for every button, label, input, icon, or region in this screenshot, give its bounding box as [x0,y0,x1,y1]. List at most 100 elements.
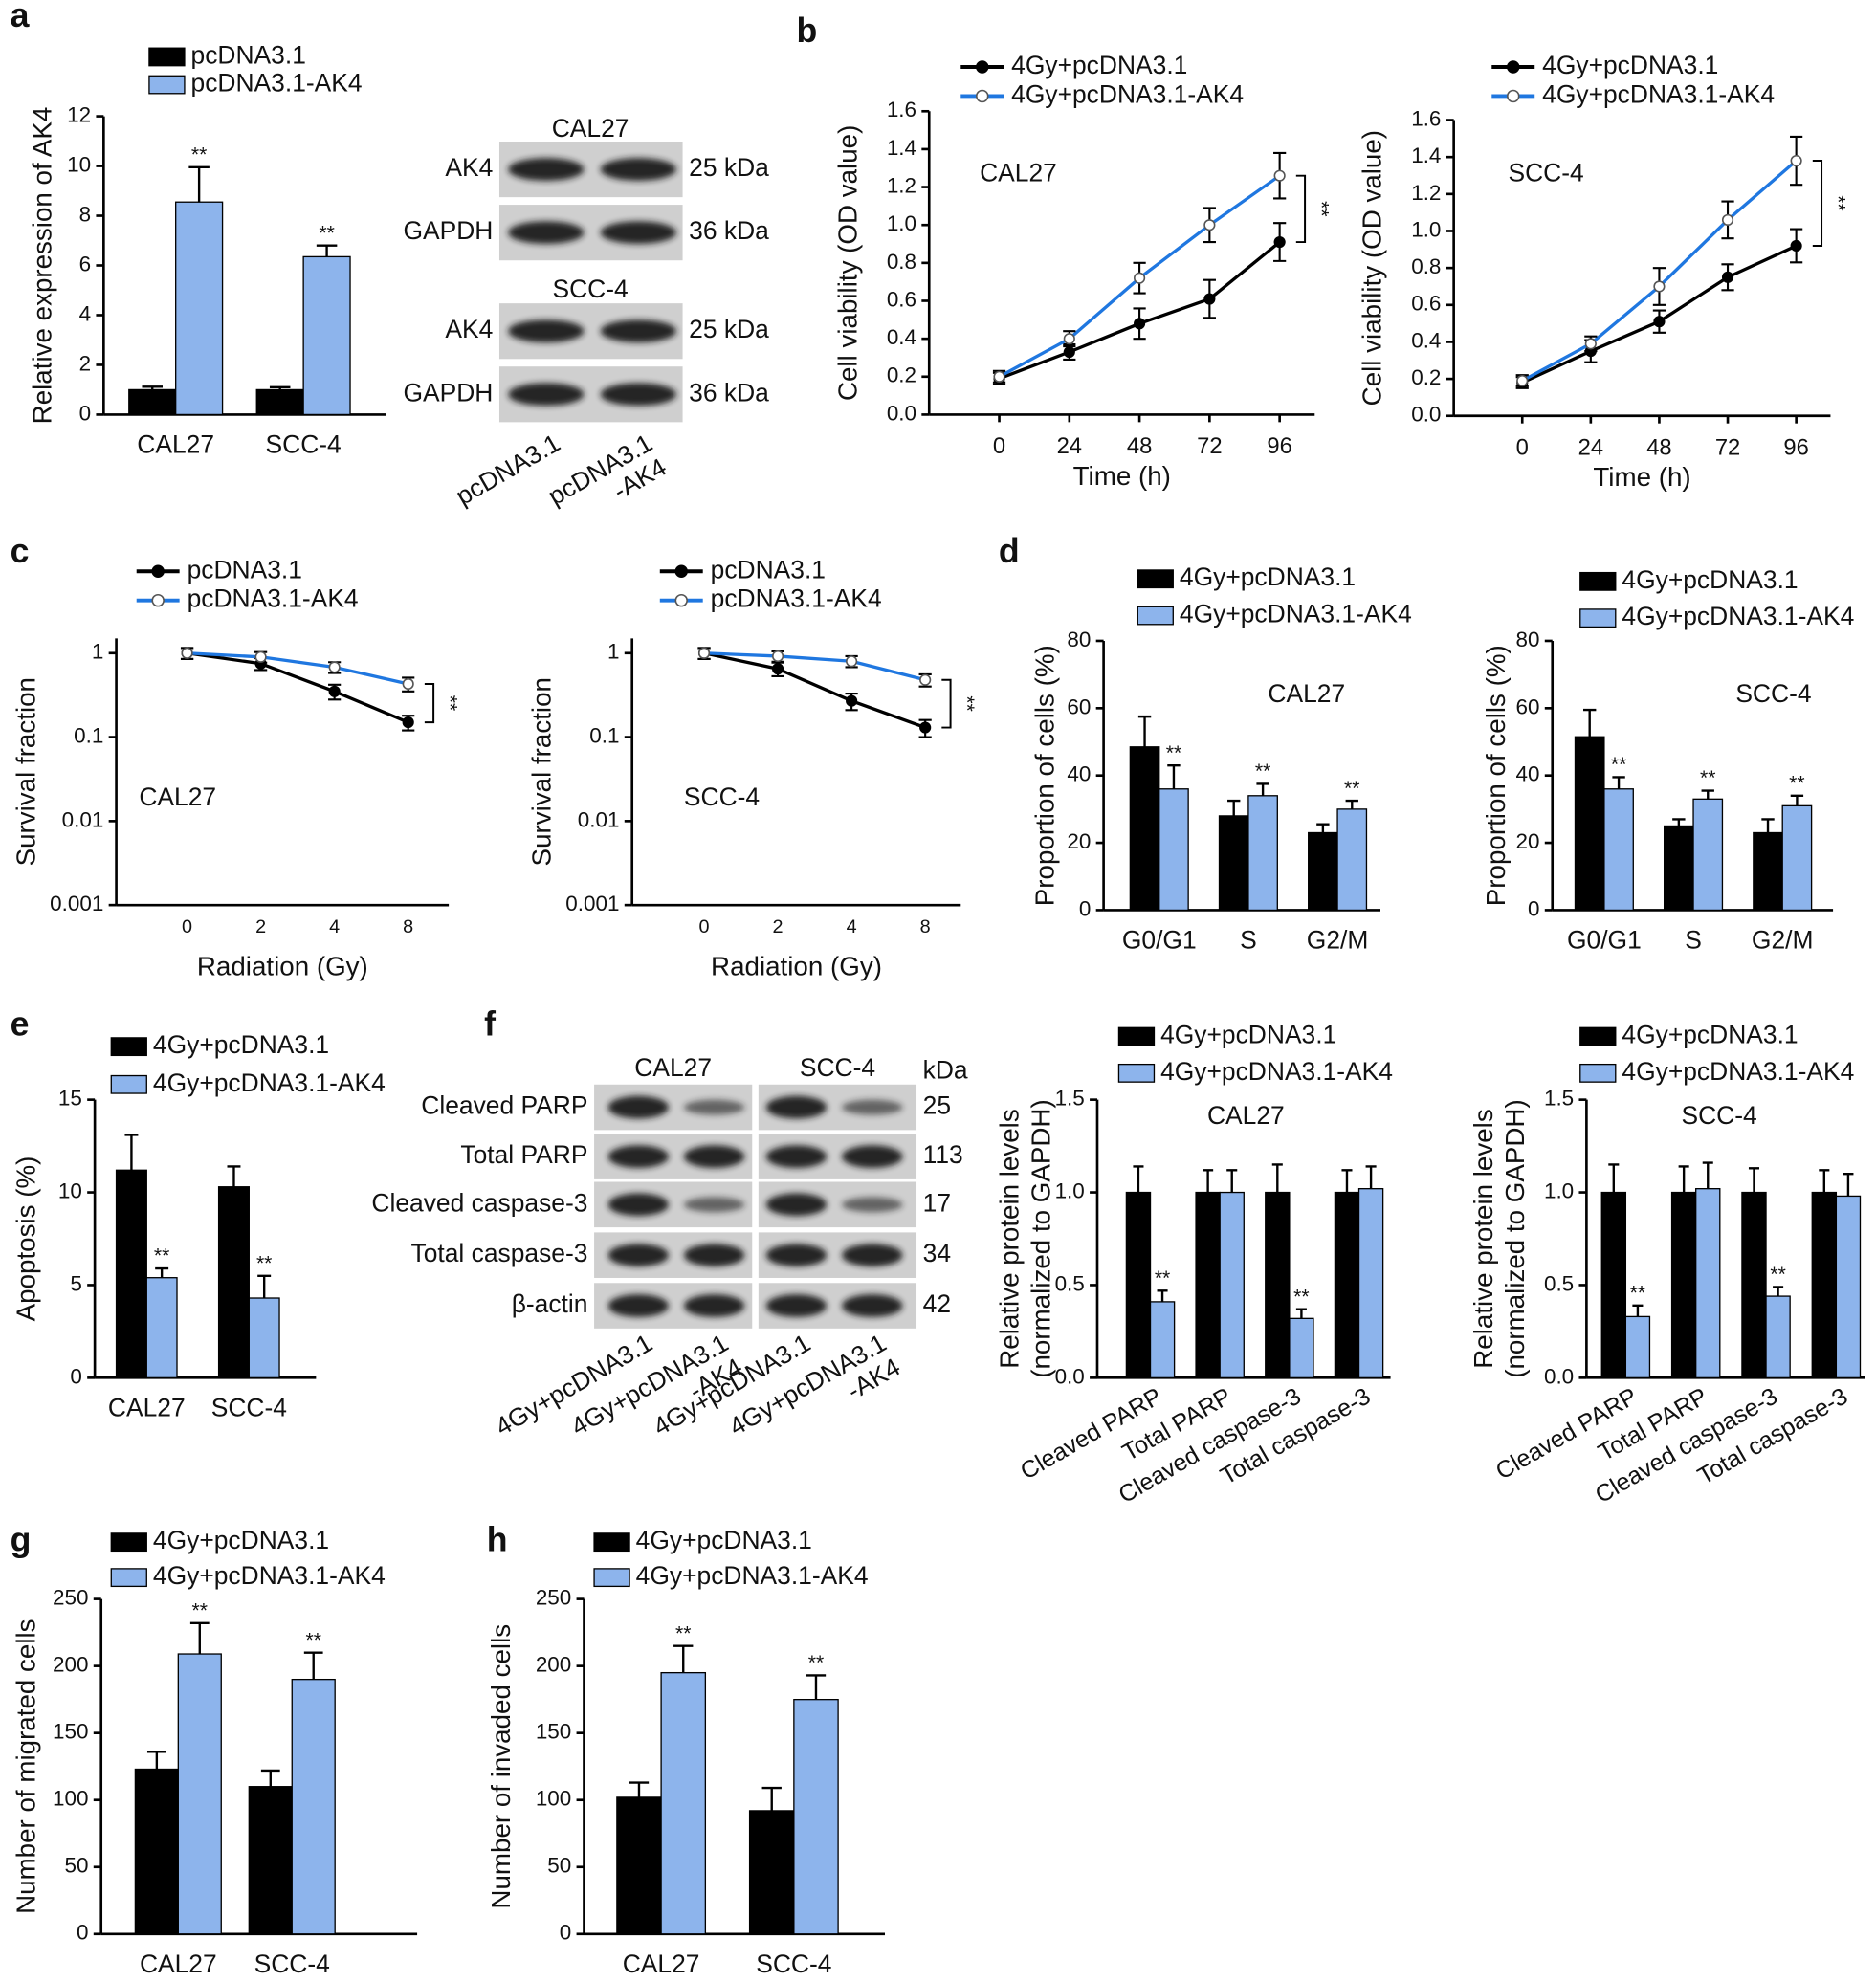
legend-swatch [1117,1063,1156,1083]
y-tick-label: 0.1 [589,724,619,748]
y-tick-label: 0.6 [887,287,916,311]
error-bar [1295,1308,1307,1319]
error-bar [124,1134,139,1171]
bar [1265,1191,1291,1379]
y-tick-label: 0.01 [62,807,104,831]
panel-label: e [11,1004,30,1043]
error-bar [1702,1161,1713,1189]
blot-kda: 25 kDa [689,153,769,182]
error-bar [1256,782,1269,796]
y-tick-label: 1.0 [1544,1178,1574,1202]
significance-label: ** [1700,767,1715,789]
blot-band [607,1244,670,1267]
legend-swatch [593,1532,630,1553]
significance-label: ** [1344,778,1359,800]
bar [1218,815,1249,912]
marker [1063,345,1075,359]
bracket-label: ** [956,695,978,711]
y-tick-label: 150 [536,1720,571,1744]
bar [1753,831,1783,912]
significance-label: ** [1255,760,1270,782]
blot-band [842,1145,903,1168]
y-tick-label: 10 [67,152,91,176]
panel-chart: g 0 50 100 150 200 250 CAL27 SCC-4 Number of migr… [11,1521,418,1978]
error-bar [1341,1169,1353,1193]
significance-label: ** [192,1600,208,1622]
error-bar [227,1165,241,1187]
error-bar [1678,1165,1689,1193]
x-tick-label: 24 [1057,433,1082,459]
legend-label: pcDNA3.1-AK4 [188,584,359,613]
bracket-label: ** [1826,195,1848,210]
panel-label: c [11,532,30,570]
marker [1790,239,1802,253]
y-axis-label: Number of migrated cells [11,1619,40,1913]
panel-label: h [487,1521,508,1559]
blot-band [508,319,585,343]
bracket-label: ** [438,695,460,711]
legend-label: 4Gy+pcDNA3.1 [1622,1021,1798,1049]
y-axis-label: Cell viability (OD value) [1357,130,1387,406]
blot-row-label: Total caspase-3 [411,1239,588,1267]
y-axis-label: (normalized to GAPDH) [1026,1099,1056,1377]
error-bar [155,1266,169,1278]
bar [248,1297,280,1379]
legend-label: 4Gy+pcDNA3.1-AK4 [636,1561,869,1590]
significance-label: ** [1770,1264,1785,1286]
legend-marker [976,60,989,74]
blot-band [607,1095,670,1119]
blot-kda-header: kDa [923,1056,968,1085]
bracket [424,682,435,724]
y-tick-label: 60 [1067,694,1091,718]
bar [128,388,177,416]
blot-row-label: GAPDH [403,378,493,407]
blot-row-label: β-actin [512,1289,588,1318]
y-tick-label: 0.0 [1411,403,1441,427]
y-tick-label: 40 [1516,762,1540,786]
y-tick-label: 1.2 [887,174,916,198]
legend-label: 4Gy+pcDNA3.1 [1180,562,1356,591]
legend-marker [674,593,688,607]
legend-label: 4Gy+pcDNA3.1-AK4 [1622,1057,1854,1086]
y-tick-label: 250 [536,1586,571,1610]
error-bar [673,1644,694,1673]
y-tick-label: 200 [536,1653,571,1677]
marker [1273,169,1286,182]
blot-kda: 42 [923,1289,951,1318]
legend-label: pcDNA3.1 [711,555,826,584]
y-axis-label: Relative protein levels [1468,1109,1498,1368]
blot-band [765,1193,828,1217]
y-axis-label: (normalized to GAPDH) [1500,1099,1530,1377]
x-tick-label: 48 [1646,434,1671,460]
blot-band [508,158,585,181]
panel-label: d [999,532,1020,570]
marker [1516,374,1529,387]
x-tick-label: 2 [773,916,784,937]
error-bar [1748,1167,1760,1193]
error-bar [1790,794,1804,806]
x-tick-label: 8 [403,916,413,937]
y-tick-label: 1.4 [887,136,916,160]
significance-label: ** [191,144,207,166]
x-tick-label: SCC-4 [254,1949,330,1978]
bar [1219,1191,1245,1379]
error-bar [1226,1169,1238,1193]
blot-band [508,383,585,407]
bar [1670,1191,1697,1379]
error-bar [316,244,338,257]
bar [1149,1301,1176,1379]
legend-label: 4Gy+pcDNA3.1 [1622,565,1798,594]
inset-label: CAL27 [980,158,1057,187]
bar [1811,1191,1838,1379]
error-bar [761,1786,782,1811]
x-tick-label: 72 [1197,433,1222,459]
x-tick-label: 0 [993,433,1005,459]
legend-marker [151,564,165,579]
y-axis-label: Proportion of cells (%) [1481,645,1511,906]
y-tick-label: 1.0 [1411,217,1441,241]
error-bar [1819,1169,1830,1193]
y-tick-label: 200 [53,1653,88,1677]
legend-marker [674,564,688,579]
blot-row-label: Total PARP [460,1140,587,1169]
